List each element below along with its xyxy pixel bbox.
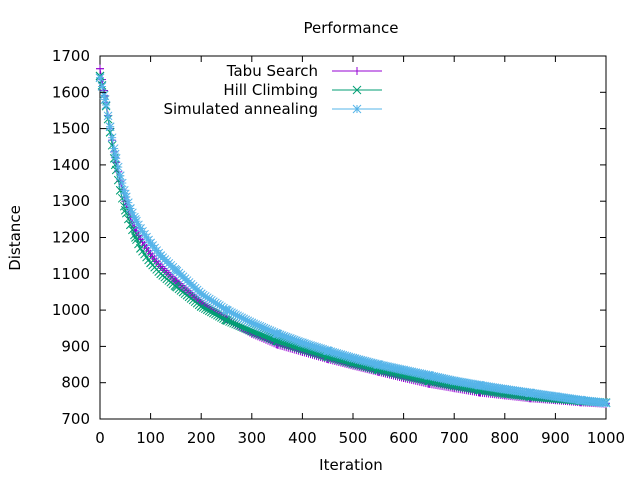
data-point — [134, 239, 143, 249]
x-tick-label: 200 — [187, 429, 216, 447]
y-axis-title: Distance — [6, 205, 24, 271]
data-point — [109, 144, 119, 153]
data-point — [126, 204, 135, 213]
data-point — [95, 73, 105, 83]
y-tick-label: 1500 — [52, 120, 90, 138]
y-tick-label: 800 — [61, 374, 90, 392]
series-simulated-annealing — [95, 73, 611, 408]
data-point — [449, 376, 459, 386]
data-point — [525, 388, 535, 398]
data-point — [113, 162, 123, 172]
data-point — [323, 346, 333, 356]
data-point — [247, 318, 257, 328]
y-tick-label: 1000 — [52, 301, 90, 319]
data-point — [208, 308, 218, 318]
data-point — [213, 310, 222, 320]
data-point — [120, 205, 130, 215]
data-point — [146, 258, 155, 268]
data-point — [128, 225, 137, 235]
legend-marker — [352, 104, 362, 114]
x-tick-label: 100 — [136, 429, 165, 447]
data-point — [500, 384, 510, 394]
data-point — [96, 64, 104, 73]
chart-title: Performance — [303, 19, 398, 37]
x-tick-label: 500 — [339, 429, 368, 447]
data-point — [170, 276, 179, 285]
data-point — [171, 265, 181, 275]
data-point — [107, 133, 117, 143]
data-point — [272, 329, 282, 339]
data-point — [100, 95, 110, 104]
data-point — [399, 365, 408, 375]
data-point — [105, 122, 115, 132]
data-point — [576, 395, 586, 405]
series-line — [99, 75, 607, 404]
x-tick-label: 600 — [389, 429, 418, 447]
data-point — [131, 214, 140, 224]
data-point — [424, 371, 434, 380]
data-point — [103, 111, 113, 121]
data-point — [217, 313, 226, 322]
legend-label: Hill Climbing — [223, 81, 318, 99]
data-point — [123, 198, 133, 208]
data-point — [298, 344, 307, 354]
legend-label: Tabu Search — [226, 62, 318, 80]
data-point — [132, 235, 141, 245]
y-tick-label: 700 — [61, 410, 90, 428]
data-point — [117, 178, 127, 188]
data-point — [136, 224, 145, 233]
data-point — [198, 303, 208, 312]
x-tick-label: 0 — [95, 429, 105, 447]
x-tick-label: 900 — [541, 429, 570, 447]
data-point — [156, 251, 166, 261]
series-layer — [95, 64, 611, 408]
data-point — [110, 149, 120, 159]
data-point — [475, 380, 484, 390]
data-point — [601, 398, 611, 408]
y-tick-label: 1300 — [52, 192, 90, 210]
y-tick-label: 1600 — [52, 83, 90, 101]
data-point — [97, 82, 107, 91]
y-tick-label: 1700 — [52, 47, 90, 65]
legend-label: Simulated annealing — [163, 100, 318, 118]
axes-layer: 0 100 200 300 400 500 600 700 800 900 1000 700 800 90… — [52, 47, 625, 447]
data-point — [196, 302, 206, 311]
x-tick-label: 300 — [237, 429, 266, 447]
data-point — [215, 312, 224, 321]
legend-marker — [353, 67, 361, 75]
data-point — [551, 392, 560, 401]
legend-marker — [352, 85, 362, 95]
data-point — [206, 307, 216, 317]
data-point — [196, 289, 206, 299]
data-point — [136, 244, 145, 253]
x-tick-label: 1000 — [587, 429, 625, 447]
data-point — [200, 304, 210, 314]
y-tick-label: 900 — [61, 337, 90, 355]
data-point — [373, 360, 383, 369]
x-tick-label: 400 — [288, 429, 317, 447]
data-point — [204, 306, 214, 316]
data-point — [123, 214, 133, 224]
data-point — [348, 353, 358, 363]
data-point — [222, 305, 231, 315]
data-point — [131, 233, 140, 242]
data-point — [146, 238, 155, 248]
y-tick-label: 1100 — [52, 265, 90, 283]
x-tick-label: 800 — [490, 429, 519, 447]
data-point — [202, 305, 212, 315]
data-point — [156, 269, 166, 279]
y-tick-label: 1200 — [52, 229, 90, 247]
data-point — [171, 282, 181, 291]
y-tick-label: 1400 — [52, 156, 90, 174]
data-point — [101, 100, 111, 110]
data-point — [115, 171, 125, 181]
data-point — [211, 309, 220, 319]
x-tick-label: 700 — [440, 429, 469, 447]
data-point — [120, 189, 130, 199]
data-point — [298, 338, 307, 348]
x-axis-title: Iteration — [319, 456, 383, 474]
data-point — [222, 315, 231, 325]
